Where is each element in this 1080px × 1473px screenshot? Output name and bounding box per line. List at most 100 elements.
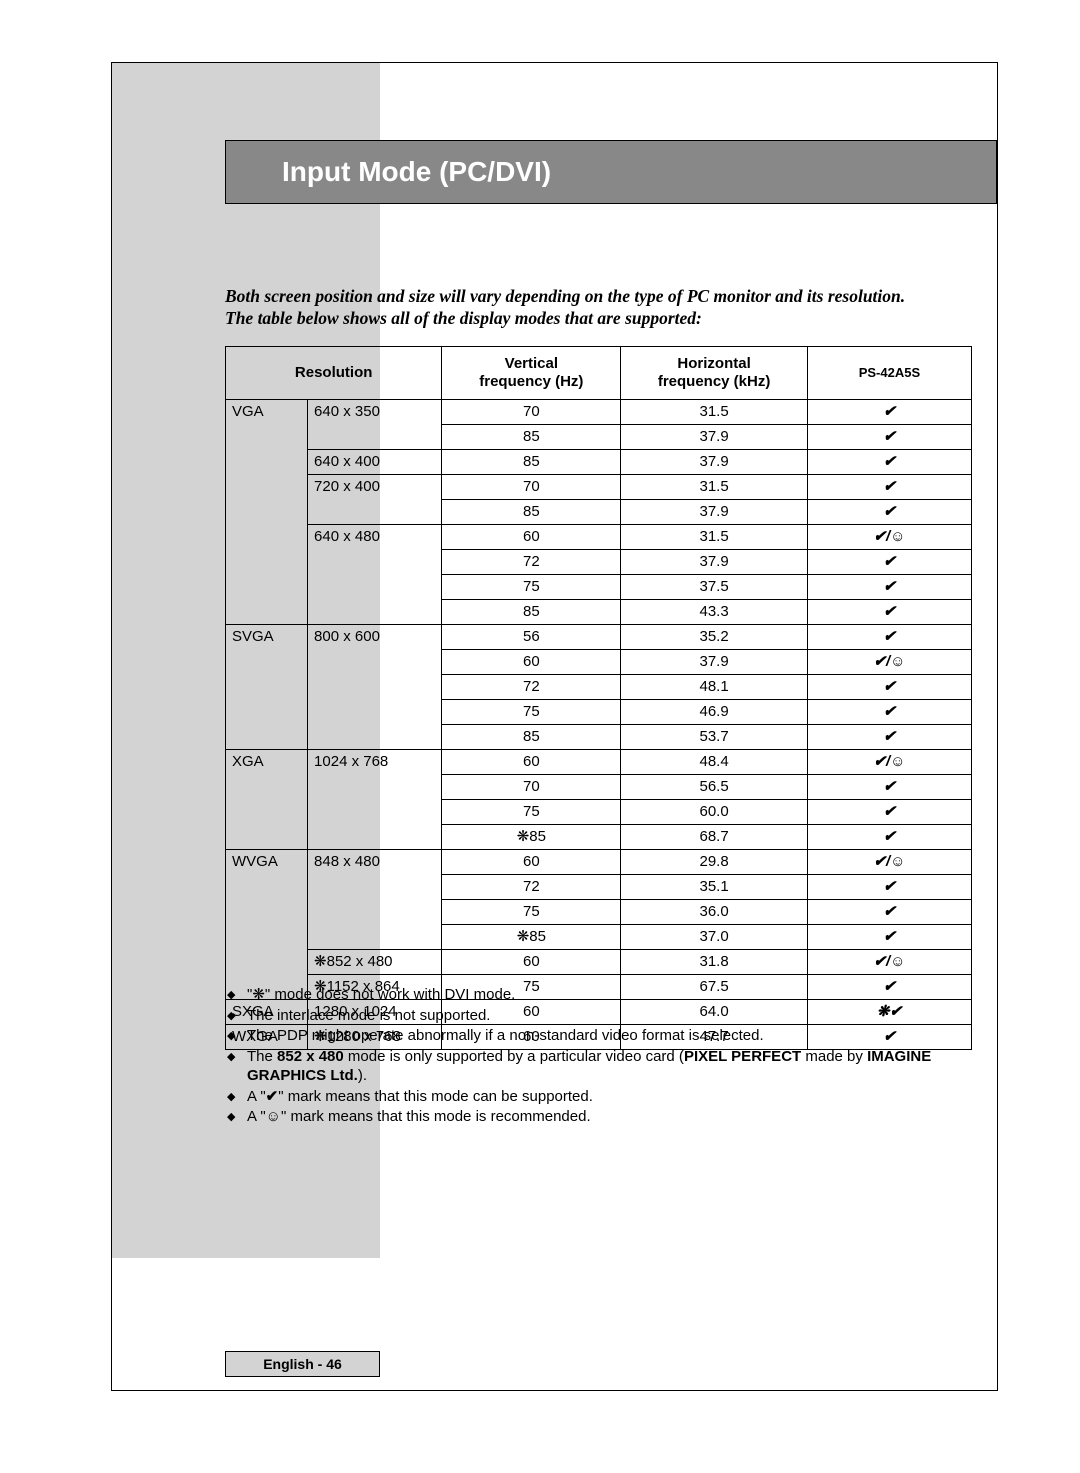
cell-horizontal: 46.9	[621, 700, 808, 725]
cell-horizontal: 37.9	[621, 425, 808, 450]
note-item: "❋" mode does not work with DVI mode.	[225, 985, 972, 1005]
table-row: WVGA848 x 4806029.8✔/☺	[226, 850, 972, 875]
table-row: VGA640 x 3507031.5✔	[226, 400, 972, 425]
cell-vertical: 60	[442, 950, 621, 975]
cell-resolution: 800 x 600	[308, 625, 442, 750]
cell-vertical: 60	[442, 850, 621, 875]
cell-horizontal: 60.0	[621, 800, 808, 825]
cell-vertical: 70	[442, 475, 621, 500]
cell-vertical: 60	[442, 650, 621, 675]
cell-horizontal: 37.9	[621, 500, 808, 525]
cell-resolution: 848 x 480	[308, 850, 442, 950]
cell-category: SVGA	[226, 625, 308, 750]
note-item: The interlace mode is not supported.	[225, 1006, 972, 1026]
cell-vertical: 85	[442, 425, 621, 450]
note-item: A "✔" mark means that this mode can be s…	[225, 1087, 972, 1107]
cell-horizontal: 29.8	[621, 850, 808, 875]
cell-horizontal: 35.1	[621, 875, 808, 900]
cell-vertical: 75	[442, 700, 621, 725]
cell-vertical: 75	[442, 800, 621, 825]
cell-support: ✔	[807, 500, 971, 525]
table-header-row: Resolution Vertical frequency (Hz) Horiz…	[226, 347, 972, 400]
cell-support: ✔	[807, 775, 971, 800]
cell-horizontal: 31.8	[621, 950, 808, 975]
cell-support: ✔/☺	[807, 650, 971, 675]
cell-support: ✔	[807, 725, 971, 750]
th-horizontal-l1: Horizontal	[677, 355, 750, 372]
page-footer: English - 46	[225, 1351, 380, 1377]
cell-horizontal: 37.5	[621, 575, 808, 600]
cell-horizontal: 35.2	[621, 625, 808, 650]
table-row: 720 x 4007031.5✔	[226, 475, 972, 500]
cell-horizontal: 37.9	[621, 550, 808, 575]
cell-vertical: 60	[442, 525, 621, 550]
cell-support: ✔	[807, 450, 971, 475]
cell-resolution: 640 x 350	[308, 400, 442, 450]
cell-vertical: 72	[442, 675, 621, 700]
table-row: SVGA800 x 6005635.2✔	[226, 625, 972, 650]
table-row: ❋852 x 4806031.8✔/☺	[226, 950, 972, 975]
cell-horizontal: 31.5	[621, 525, 808, 550]
cell-vertical: 70	[442, 400, 621, 425]
cell-horizontal: 37.9	[621, 650, 808, 675]
cell-vertical: 85	[442, 725, 621, 750]
cell-horizontal: 68.7	[621, 825, 808, 850]
cell-support: ✔/☺	[807, 525, 971, 550]
note-item: A "☺" mark means that this mode is recom…	[225, 1107, 972, 1127]
cell-category: VGA	[226, 400, 308, 625]
cell-vertical: 60	[442, 750, 621, 775]
cell-resolution: 1024 x 768	[308, 750, 442, 850]
table-row: 640 x 4008537.9✔	[226, 450, 972, 475]
cell-support: ✔	[807, 550, 971, 575]
note-item: The 852 x 480 mode is only supported by …	[225, 1047, 972, 1086]
cell-resolution: ❋852 x 480	[308, 950, 442, 975]
cell-horizontal: 56.5	[621, 775, 808, 800]
cell-horizontal: 48.1	[621, 675, 808, 700]
cell-vertical: 75	[442, 900, 621, 925]
cell-vertical: 72	[442, 875, 621, 900]
cell-support: ✔	[807, 425, 971, 450]
cell-support: ✔	[807, 625, 971, 650]
cell-horizontal: 53.7	[621, 725, 808, 750]
cell-support: ✔/☺	[807, 750, 971, 775]
table-row: XGA1024 x 7686048.4✔/☺	[226, 750, 972, 775]
cell-vertical: 85	[442, 450, 621, 475]
cell-horizontal: 48.4	[621, 750, 808, 775]
cell-resolution: 640 x 480	[308, 525, 442, 625]
th-vertical-l2: frequency (Hz)	[479, 373, 583, 390]
cell-support: ✔	[807, 700, 971, 725]
cell-resolution: 720 x 400	[308, 475, 442, 525]
th-ps: PS-42A5S	[807, 347, 971, 400]
section-title-bar: Input Mode (PC/DVI)	[225, 140, 997, 204]
cell-support: ✔	[807, 900, 971, 925]
intro-line-1: Both screen position and size will vary …	[225, 286, 905, 306]
cell-vertical: 72	[442, 550, 621, 575]
cell-vertical: ❋85	[442, 825, 621, 850]
cell-category: XGA	[226, 750, 308, 850]
th-resolution: Resolution	[226, 347, 442, 400]
cell-vertical: 56	[442, 625, 621, 650]
cell-resolution: 640 x 400	[308, 450, 442, 475]
cell-horizontal: 37.9	[621, 450, 808, 475]
cell-support: ✔	[807, 875, 971, 900]
th-vertical-l1: Vertical	[505, 355, 558, 372]
cell-horizontal: 37.0	[621, 925, 808, 950]
cell-support: ✔	[807, 475, 971, 500]
cell-support: ✔	[807, 600, 971, 625]
display-modes-table-wrap: Resolution Vertical frequency (Hz) Horiz…	[225, 346, 972, 1050]
cell-support: ✔/☺	[807, 850, 971, 875]
cell-support: ✔	[807, 400, 971, 425]
cell-category: WVGA	[226, 850, 308, 1000]
cell-support: ✔/☺	[807, 950, 971, 975]
table-row: 640 x 4806031.5✔/☺	[226, 525, 972, 550]
th-horizontal: Horizontal frequency (kHz)	[621, 347, 808, 400]
th-vertical: Vertical frequency (Hz)	[442, 347, 621, 400]
section-title-text: Input Mode (PC/DVI)	[282, 156, 551, 188]
cell-horizontal: 43.3	[621, 600, 808, 625]
th-horizontal-l2: frequency (kHz)	[658, 373, 771, 390]
notes-list: "❋" mode does not work with DVI mode.The…	[225, 985, 972, 1128]
cell-horizontal: 36.0	[621, 900, 808, 925]
cell-support: ✔	[807, 675, 971, 700]
cell-vertical: 70	[442, 775, 621, 800]
display-modes-table: Resolution Vertical frequency (Hz) Horiz…	[225, 346, 972, 1050]
